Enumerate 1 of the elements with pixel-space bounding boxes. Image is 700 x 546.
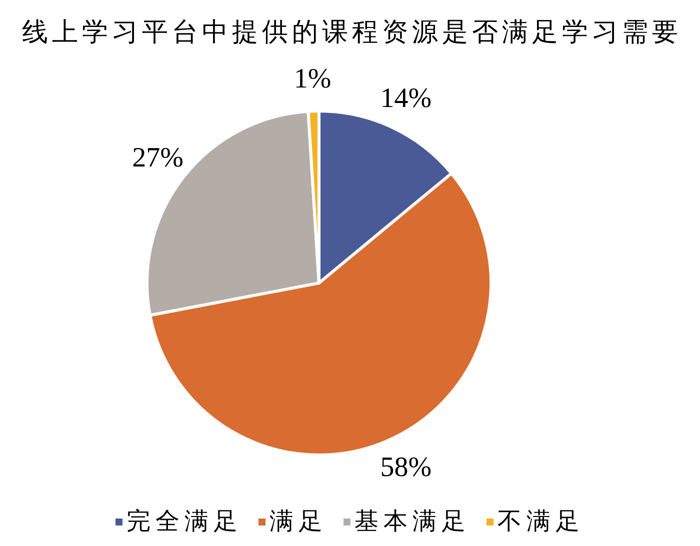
title: 线上学习平台中提供的课程资源是否满足学习需要 <box>22 18 682 46</box>
